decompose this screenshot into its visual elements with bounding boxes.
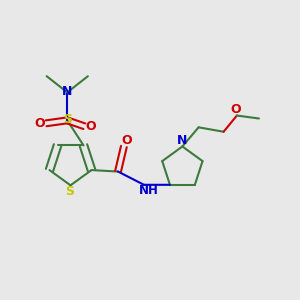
Text: NH: NH: [138, 184, 158, 197]
Text: S: S: [65, 185, 74, 198]
Text: O: O: [230, 103, 241, 116]
Text: N: N: [177, 134, 188, 147]
Text: N: N: [62, 85, 73, 98]
Text: O: O: [34, 117, 45, 130]
Text: O: O: [121, 134, 132, 147]
Text: O: O: [85, 120, 96, 133]
Text: S: S: [63, 113, 72, 126]
